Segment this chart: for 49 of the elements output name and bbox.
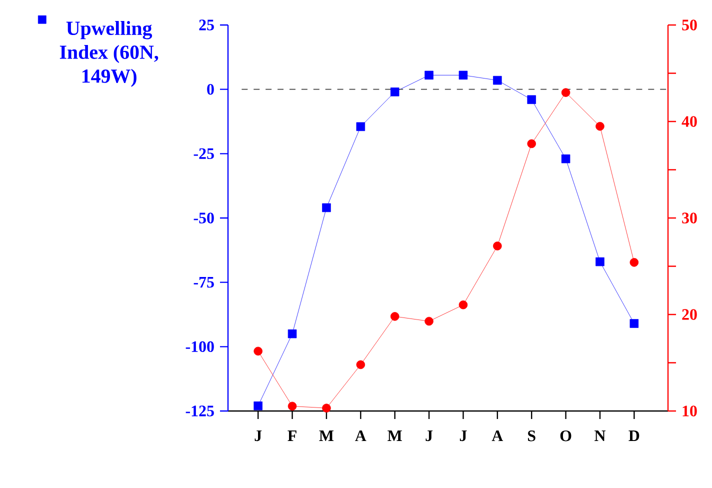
- y-tick-label: -125: [186, 406, 214, 416]
- point: [288, 402, 297, 411]
- y-tick-label: -25: [194, 148, 214, 160]
- point: [527, 139, 536, 148]
- point: [288, 329, 297, 338]
- x-tick-label: O: [560, 430, 572, 442]
- point: [254, 346, 262, 356]
- x-tick-label: D: [628, 430, 640, 441]
- point: [424, 316, 434, 326]
- point: [356, 122, 366, 132]
- y2-tick-label: 10: [682, 406, 697, 416]
- x-tick-label: S: [528, 430, 536, 442]
- point: [561, 88, 570, 97]
- y2-tick-label: 50: [682, 20, 697, 30]
- y-tick-label: -50: [194, 212, 214, 224]
- y-tick-label: 0: [207, 84, 214, 95]
- point: [561, 154, 570, 164]
- x-tick-label: A: [355, 430, 366, 442]
- legend-label: Upwelling Index (60N, 149W): [60, 21, 158, 87]
- x-tick-label: J: [460, 430, 467, 442]
- point: [596, 122, 604, 131]
- x-tick-label: A: [492, 430, 504, 442]
- point: [596, 257, 604, 266]
- point: [356, 360, 366, 370]
- point: [527, 95, 536, 104]
- x-tick-label: F: [288, 430, 296, 441]
- point: [322, 203, 331, 212]
- y-tick-label: -75: [194, 277, 214, 288]
- x-tick-label: N: [594, 430, 606, 441]
- point: [630, 258, 639, 267]
- point: [390, 88, 400, 96]
- point: [493, 76, 502, 85]
- x-tick-label: M: [319, 430, 334, 441]
- x-tick-label: J: [254, 430, 262, 442]
- point: [254, 401, 262, 410]
- x-tick-label: J: [426, 430, 433, 442]
- x-tick-label: M: [388, 430, 402, 441]
- y2-tick-label: 30: [682, 212, 697, 224]
- point: [424, 70, 434, 80]
- point: [458, 300, 468, 310]
- point: [630, 319, 639, 328]
- y2-tick-label: 40: [682, 116, 697, 127]
- point: [322, 404, 331, 412]
- y2-tick-label: 20: [682, 309, 697, 320]
- y-tick-label: -100: [186, 341, 214, 352]
- y-tick-label: 25: [199, 20, 214, 30]
- point: [458, 70, 468, 80]
- point: [390, 312, 400, 321]
- point: [493, 242, 502, 250]
